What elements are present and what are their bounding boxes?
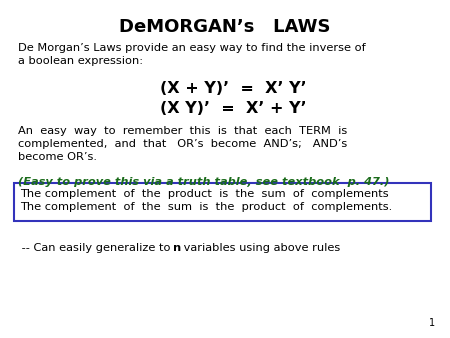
Text: (X + Y)’  =  X’ Y’: (X + Y)’ = X’ Y’ bbox=[160, 81, 306, 96]
Text: -- Can easily generalize to: -- Can easily generalize to bbox=[18, 243, 174, 253]
Text: complemented,  and  that   OR’s  become  AND’s;   AND’s: complemented, and that OR’s become AND’s… bbox=[18, 139, 347, 149]
Text: DeMORGAN’s   LAWS: DeMORGAN’s LAWS bbox=[119, 18, 331, 36]
Text: The complement  of  the  sum  is  the  product  of  complements.: The complement of the sum is the product… bbox=[20, 202, 392, 212]
Text: The complement  of  the  product  is  the  sum  of  complements: The complement of the product is the sum… bbox=[20, 189, 389, 199]
Text: De Morgan’s Laws provide an easy way to find the inverse of
a boolean expression: De Morgan’s Laws provide an easy way to … bbox=[18, 43, 366, 66]
Text: variables using above rules: variables using above rules bbox=[180, 243, 340, 253]
Text: n: n bbox=[173, 243, 181, 253]
Text: An  easy  way  to  remember  this  is  that  each  TERM  is: An easy way to remember this is that eac… bbox=[18, 126, 347, 136]
Text: become OR’s.: become OR’s. bbox=[18, 152, 97, 162]
FancyBboxPatch shape bbox=[14, 183, 431, 221]
Text: (Easy to prove this via a truth table, see textbook  p. 47.): (Easy to prove this via a truth table, s… bbox=[18, 177, 390, 187]
Text: (X Y)’  =  X’ + Y’: (X Y)’ = X’ + Y’ bbox=[160, 101, 306, 116]
Text: 1: 1 bbox=[429, 318, 435, 328]
